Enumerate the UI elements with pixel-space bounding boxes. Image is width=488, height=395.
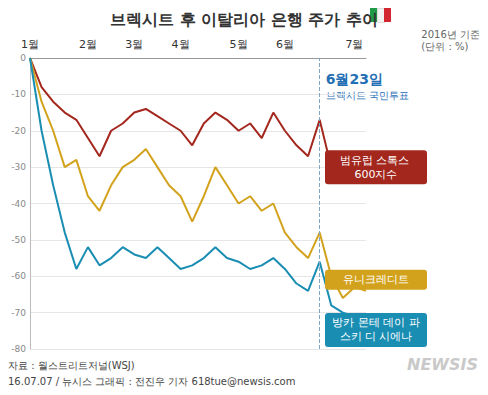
svg-text:브렉시트 후 이탈리아 은행 주가 추이: 브렉시트 후 이탈리아 은행 주가 추이 bbox=[110, 10, 378, 29]
svg-text:-30: -30 bbox=[11, 162, 26, 172]
svg-text:브렉시트 국민투표: 브렉시트 국민투표 bbox=[325, 89, 409, 101]
svg-text:-10: -10 bbox=[11, 89, 26, 99]
svg-text:2016년 기준: 2016년 기준 bbox=[421, 29, 480, 40]
svg-text:(단위 : %): (단위 : %) bbox=[421, 41, 468, 52]
svg-text:자료 : 월스트리트저널(WSJ): 자료 : 월스트리트저널(WSJ) bbox=[8, 360, 135, 371]
svg-text:-60: -60 bbox=[11, 271, 26, 281]
svg-text:범유럽 스톡스: 범유럽 스톡스 bbox=[340, 154, 413, 167]
svg-text:3월: 3월 bbox=[125, 38, 143, 51]
svg-text:0: 0 bbox=[20, 53, 26, 63]
svg-text:유니크레디트: 유니크레디트 bbox=[343, 273, 409, 286]
svg-text:1월: 1월 bbox=[21, 38, 39, 51]
svg-text:2월: 2월 bbox=[79, 38, 97, 51]
svg-text:-40: -40 bbox=[11, 199, 26, 209]
svg-text:6월: 6월 bbox=[276, 38, 294, 51]
svg-text:16.07.07 / 뉴시스 그래픽 : 전진우 기자 61: 16.07.07 / 뉴시스 그래픽 : 전진우 기자 618tue@newsi… bbox=[8, 376, 295, 387]
svg-text:-20: -20 bbox=[11, 126, 26, 136]
svg-text:5월: 5월 bbox=[230, 38, 248, 51]
svg-text:600지수: 600지수 bbox=[355, 168, 398, 181]
svg-text:-70: -70 bbox=[11, 308, 26, 318]
svg-text:NEWSIS: NEWSIS bbox=[407, 355, 478, 374]
svg-text:-80: -80 bbox=[11, 344, 26, 354]
svg-text:스키 디 시에나: 스키 디 시에나 bbox=[340, 330, 413, 343]
svg-text:방카 몬테 데이 파: 방카 몬테 데이 파 bbox=[332, 316, 420, 329]
svg-text:6월23일: 6월23일 bbox=[326, 71, 383, 87]
svg-text:-50: -50 bbox=[11, 235, 26, 245]
svg-text:4월: 4월 bbox=[172, 38, 190, 51]
svg-text:7월: 7월 bbox=[345, 38, 363, 51]
